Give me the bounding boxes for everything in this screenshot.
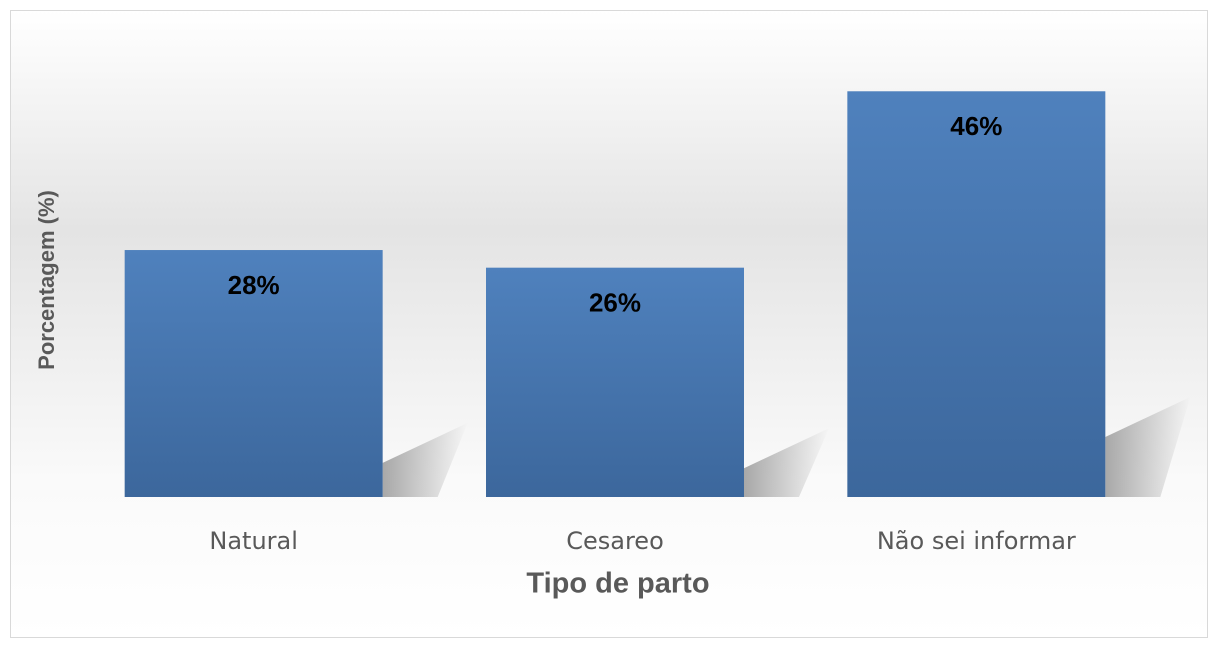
data-label: 28% xyxy=(228,270,280,300)
x-axis-title: Tipo de parto xyxy=(526,568,709,600)
data-label: 46% xyxy=(950,111,1002,141)
x-tick-label: Cesareo xyxy=(566,527,664,555)
bar xyxy=(486,267,744,497)
bar-shadow xyxy=(382,422,468,497)
bar-shadow xyxy=(743,428,829,497)
y-axis-title: Porcentagem (%) xyxy=(34,190,59,370)
data-label: 26% xyxy=(589,288,641,318)
bar-shadow xyxy=(1105,397,1191,497)
x-tick-label: Natural xyxy=(209,527,298,555)
bar xyxy=(847,91,1106,497)
x-tick-label: Não sei informar xyxy=(877,527,1076,555)
bar xyxy=(124,250,383,497)
